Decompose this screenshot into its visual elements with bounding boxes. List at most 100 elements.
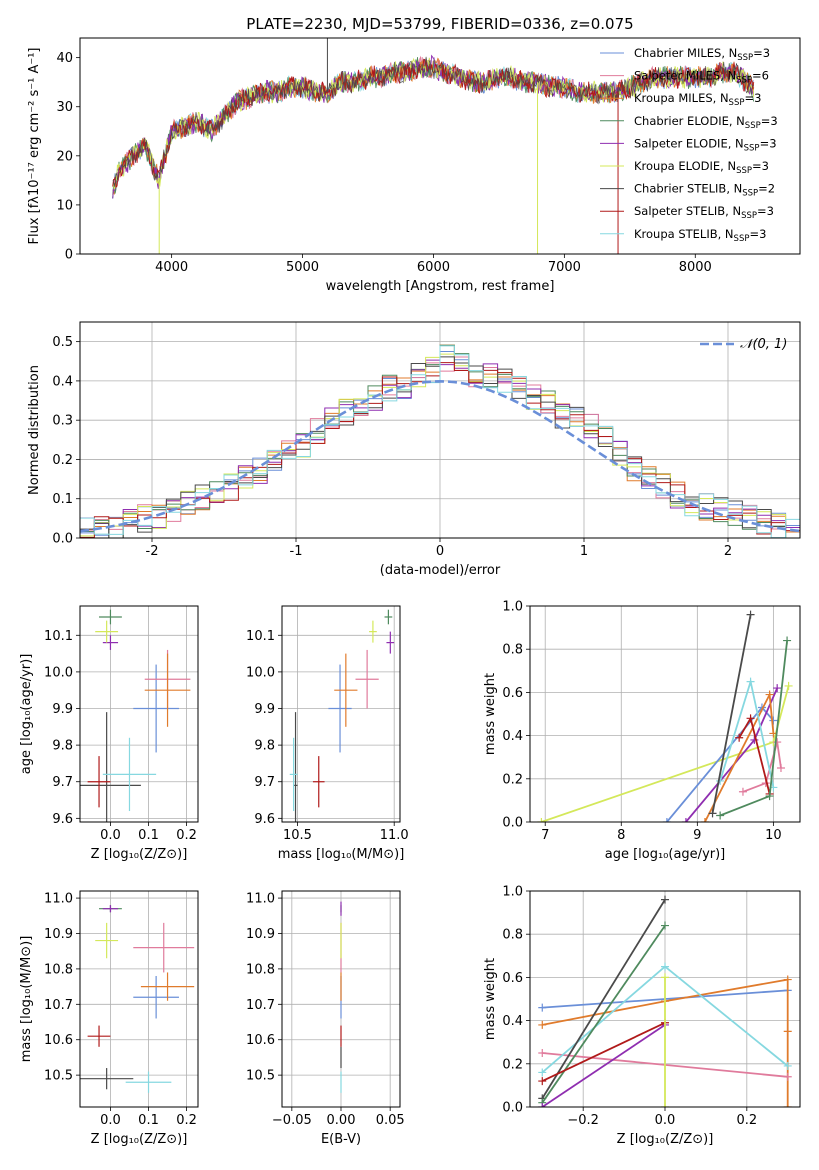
y-tick-label: 0.2 [52,453,73,468]
errorbar-point-chabrier_elodie [99,609,122,625]
legend-suffix: =3 [761,114,778,128]
errorbar-point-kroupa_miles [144,653,191,727]
legend-sub: SSP [737,53,753,63]
x-tick-label: −0.05 [272,1113,312,1128]
legend-suffix: =3 [752,159,769,173]
x-tick-label: 5000 [286,260,319,275]
y-tick-label: 10.7 [246,998,275,1013]
legend-name: Salpeter STELIB, N [634,204,741,218]
weight-marker-kroupa_miles [783,975,792,984]
age_vs_mass-frame [281,605,401,823]
y-tick-label: 10.1 [44,629,73,644]
series-line-chabrier_stelib [112,56,754,187]
weight-line-salpeter_miles [742,741,782,793]
weight-marker-chabrier_stelib [661,895,669,904]
y-tick-label: 10.8 [44,962,73,977]
y-tick-label: 9.7 [52,775,73,790]
x-axis-label: Z [log₁₀(Z/Z⊙)] [617,1132,714,1147]
spectrum-frame [79,37,801,255]
spectrum-lines [112,38,755,254]
y-axis-label: mass [log₁₀(M/M⊙)] [19,936,34,1063]
errorbar-point-salpeter_elodie [386,631,395,654]
x-tick-label: 7000 [548,260,581,275]
x-axis-label: E(B-V) [321,1132,361,1147]
x-axis-label: Z [log₁₀(Z/Z⊙)] [91,847,188,862]
legend-entry: 𝒩(0, 1) [740,337,787,352]
weight-marker-salpeter_miles [773,738,782,747]
x-tick-label: 9 [693,828,701,843]
y-tick-label: 0.0 [502,1101,523,1116]
weight-marker-salpeter_miles [783,1072,792,1081]
x-tick-label: 0.1 [138,1113,159,1128]
y-tick-label: 0.2 [502,1057,523,1072]
weight-marker-salpeter_elodie [538,1103,547,1107]
legend-name: Kroupa STELIB, N [634,227,734,241]
legend-sub: SSP [734,234,750,244]
weight-line-chabrier_stelib [541,899,666,1099]
legend-suffix: =3 [749,227,766,241]
x-tick-label: 0.1 [138,828,159,843]
weight-marker-chabrier_elodie [783,636,792,645]
y-tick-label: 10 [56,198,73,213]
y-tick-label: 0 [65,248,73,263]
y-tick-label: 20 [56,149,73,164]
y-tick-label: 10.5 [44,1069,73,1084]
gaussian-curve [80,379,800,533]
weight-marker-salpeter_stelib [746,714,755,723]
y-axis-label: Normed distribution [27,365,42,495]
weight_vs_age-frame [529,605,801,823]
weight-marker-kroupa_stelib [661,962,669,971]
weight-marker-salpeter_stelib [735,733,744,742]
errorbar-point-salpeter_stelib [312,756,325,808]
histogram-step-kroupa_stelib [80,345,800,538]
weight-marker-kroupa_elodie [661,1103,669,1107]
x-tick-label: 10 [765,828,782,843]
legend-sub: SSP [736,76,752,86]
weight-lines [538,895,792,1107]
legend-entry: Salpeter ELODIE, NSSP=3 [634,136,777,153]
y-tick-label: 9.8 [254,739,275,754]
x-tick-label: 8000 [679,260,712,275]
legend-sub: SSP [741,211,757,221]
y-tick-label: 9.7 [254,775,275,790]
weight-marker-kroupa_miles [700,818,709,822]
weight-line-salpeter_stelib [541,1021,666,1082]
legend-entry: Chabrier MILES, NSSP=3 [634,46,770,63]
x-tick-label: 0.00 [327,1113,356,1128]
age_vs_mass-axes: 10.5 11.0 9.6 9.7 9.8 9.9 10.0 10.1 [246,606,409,843]
errorbar-point-chabrier_miles [133,975,179,1019]
legend-entry: Salpeter STELIB, NSSP=3 [634,204,774,221]
weight-line-kroupa_elodie [541,685,790,822]
y-axis-label: mass weight [483,958,498,1040]
legend-suffix: =3 [757,204,774,218]
weight-marker-chabrier_miles [662,818,671,822]
y-tick-label: 0.2 [502,772,523,787]
x-tick-label: 6000 [417,260,450,275]
y-tick-label: 0.6 [502,971,523,986]
weight-marker-kroupa_elodie [537,818,546,822]
weight-marker-chabrier_stelib [708,809,717,818]
weight-marker-kroupa_miles [538,1020,547,1029]
y-tick-label: 0.8 [502,643,523,658]
legend-suffix: =3 [753,46,770,60]
y-tick-label: 9.6 [52,812,73,827]
legend: 𝒩(0, 1) [700,337,787,352]
legend-sub: SSP [744,143,760,153]
weight-marker-kroupa_miles [783,1027,792,1036]
x-tick-label: 2 [724,544,732,559]
weight-line-chabrier_stelib [711,614,752,814]
legend-sub: SSP [736,166,752,176]
weight-marker-chabrier_miles [538,1003,547,1012]
x-axis-label: mass [log₁₀(M/M⊙)] [278,847,405,862]
x-tick-label: 0.0 [655,1113,676,1128]
legend-name: Salpeter ELODIE, N [634,136,744,150]
weight-marker-salpeter_miles [776,764,785,772]
y-tick-label: 11.0 [246,892,275,907]
y-tick-label: 10.6 [44,1033,73,1048]
legend-sub: SSP [745,121,761,131]
weight-marker-chabrier_stelib [746,610,755,619]
legend-name: Kroupa ELODIE, N [634,159,736,173]
y-tick-label: 9.9 [52,702,73,717]
errorbar-point-salpeter_elodie [102,635,119,650]
